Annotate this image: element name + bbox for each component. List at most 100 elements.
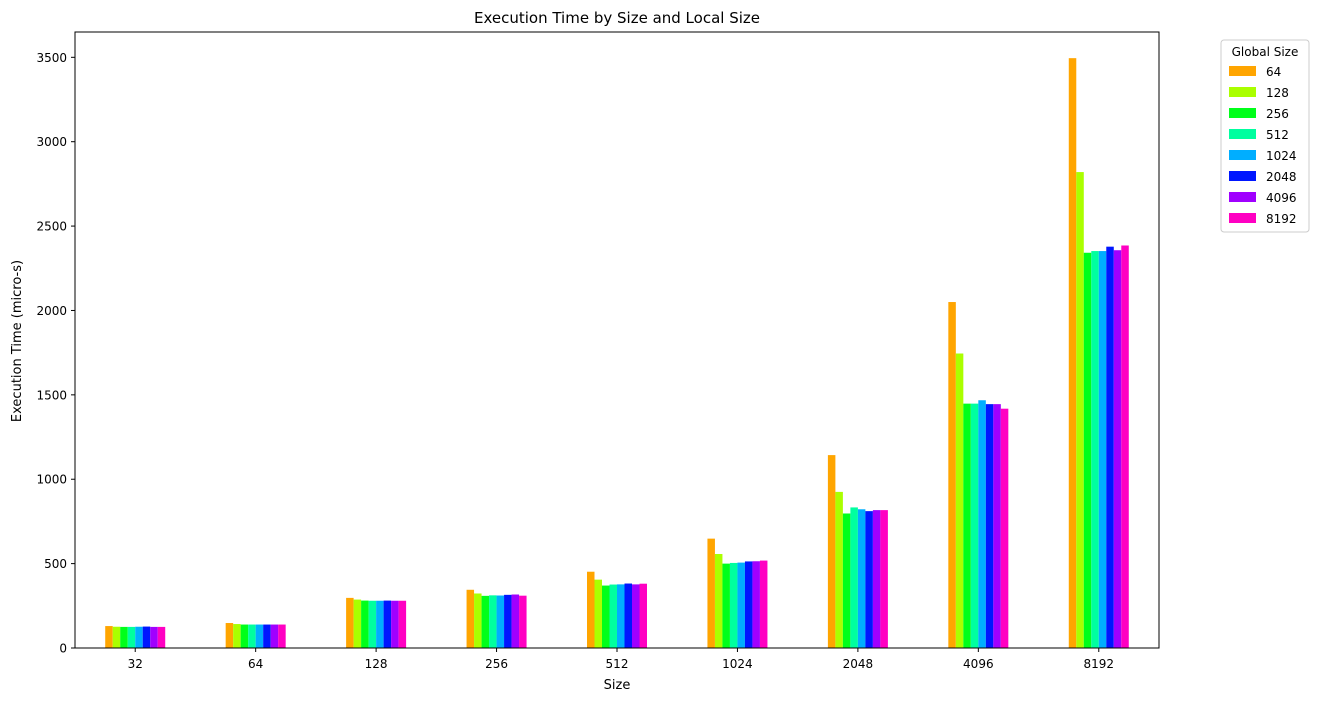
bar-256-128 xyxy=(361,600,369,648)
legend-title: Global Size xyxy=(1232,45,1299,59)
bar-256-64 xyxy=(240,624,249,648)
bar-128-2048 xyxy=(835,491,843,648)
bar-128-512 xyxy=(594,579,602,648)
bar-4096-64 xyxy=(270,624,279,648)
x-tick-label: 1024 xyxy=(722,657,753,671)
axes: 0 500 1000 1500 2000 2500 3000 3500 32 64 128 256 51… xyxy=(36,31,1160,671)
bar-2048-2048 xyxy=(865,511,873,648)
bar-2048-32 xyxy=(142,626,151,648)
legend-swatch-64 xyxy=(1229,66,1256,76)
bar-64-4096 xyxy=(948,302,956,648)
plot-area xyxy=(105,58,1129,649)
x-tick-label: 256 xyxy=(485,657,508,671)
bar-8192-256 xyxy=(519,595,527,648)
bar-64-64 xyxy=(225,623,234,648)
bar-512-256 xyxy=(489,595,497,648)
bar-2048-4096 xyxy=(985,404,994,648)
bar-64-2048 xyxy=(827,455,836,648)
legend-label-2048: 2048 xyxy=(1266,170,1297,184)
y-tick-label: 1000 xyxy=(36,473,67,487)
legend: Global Size 64 128 256 512 1024 2048 4096 8192 xyxy=(1220,39,1310,233)
legend-label-1024: 1024 xyxy=(1266,149,1297,163)
bar-8192-2048 xyxy=(880,510,888,648)
legend-swatch-4096 xyxy=(1229,192,1256,202)
bar-2048-128 xyxy=(383,600,392,648)
bar-256-4096 xyxy=(963,403,971,648)
bar-128-4096 xyxy=(955,353,964,648)
bar-64-32 xyxy=(105,626,113,648)
legend-swatch-128 xyxy=(1229,87,1256,97)
bar-8192-4096 xyxy=(1000,408,1009,648)
bar-64-512 xyxy=(587,571,595,648)
bar-512-128 xyxy=(368,600,377,648)
y-axis-label: Execution Time (micro-s) xyxy=(10,260,25,422)
bar-8192-64 xyxy=(278,624,286,648)
bar-256-8192 xyxy=(1083,252,1092,648)
legend-label-8192: 8192 xyxy=(1266,212,1297,226)
bar-2048-1024 xyxy=(744,561,753,648)
bar-512-64 xyxy=(248,624,256,648)
bar-8192-1024 xyxy=(759,560,768,648)
bar-512-1024 xyxy=(729,562,738,648)
y-tick-label: 2000 xyxy=(36,304,67,318)
x-tick-label: 128 xyxy=(365,657,388,671)
bar-512-4096 xyxy=(970,403,979,648)
x-tick-label: 4096 xyxy=(963,657,994,671)
legend-swatch-512 xyxy=(1229,129,1256,139)
bar-8192-32 xyxy=(157,626,166,648)
bar-1024-32 xyxy=(135,626,143,648)
bar-128-8192 xyxy=(1076,172,1084,648)
bar-4096-512 xyxy=(632,584,640,648)
bar-256-1024 xyxy=(722,563,730,648)
x-axis-label: Size xyxy=(604,678,631,693)
bar-2048-8192 xyxy=(1106,246,1114,649)
bar-8192-512 xyxy=(639,583,647,648)
bar-8192-128 xyxy=(398,600,407,648)
legend-swatch-1024 xyxy=(1229,150,1256,160)
x-tick-label: 64 xyxy=(248,657,263,671)
bar-128-64 xyxy=(233,624,241,648)
legend-label-128: 128 xyxy=(1266,86,1289,100)
bar-256-256 xyxy=(481,595,490,648)
bar-4096-8192 xyxy=(1113,250,1122,648)
bar-64-1024 xyxy=(707,538,715,648)
bar-2048-256 xyxy=(504,594,512,648)
legend-swatch-8192 xyxy=(1229,213,1256,223)
chart-title: Execution Time by Size and Local Size xyxy=(474,9,760,27)
bar-1024-2048 xyxy=(857,509,866,648)
y-tick-label: 500 xyxy=(44,557,67,571)
bar-512-32 xyxy=(127,626,136,648)
legend-label-64: 64 xyxy=(1266,65,1281,79)
y-tick-label: 3000 xyxy=(36,135,67,149)
bar-4096-256 xyxy=(511,594,520,648)
x-tick-label: 8192 xyxy=(1084,657,1115,671)
bar-1024-1024 xyxy=(737,562,745,648)
bar-512-8192 xyxy=(1091,251,1099,648)
bar-256-512 xyxy=(602,585,610,648)
x-tick-label: 512 xyxy=(606,657,629,671)
legend-label-4096: 4096 xyxy=(1266,191,1297,205)
bar-4096-2048 xyxy=(872,510,881,648)
legend-label-256: 256 xyxy=(1266,107,1289,121)
bar-2048-64 xyxy=(263,624,271,648)
y-tick-label: 2500 xyxy=(36,220,67,234)
bar-128-32 xyxy=(112,626,121,648)
bar-512-512 xyxy=(609,584,617,648)
bar-1024-4096 xyxy=(978,400,986,648)
bar-128-256 xyxy=(474,593,482,648)
y-tick-label: 0 xyxy=(59,642,67,656)
legend-swatch-256 xyxy=(1229,108,1256,118)
bar-4096-4096 xyxy=(993,404,1001,648)
bar-8192-8192 xyxy=(1121,245,1129,649)
y-tick-label: 3500 xyxy=(36,51,67,65)
x-tick-label: 2048 xyxy=(843,657,874,671)
bar-64-256 xyxy=(466,589,475,648)
bar-2048-512 xyxy=(624,583,632,648)
bar-256-2048 xyxy=(842,513,851,648)
bar-4096-128 xyxy=(391,600,399,648)
legend-label-512: 512 xyxy=(1266,128,1289,142)
x-tick-label: 32 xyxy=(128,657,143,671)
bar-4096-1024 xyxy=(752,561,760,648)
bar-1024-256 xyxy=(496,595,505,648)
